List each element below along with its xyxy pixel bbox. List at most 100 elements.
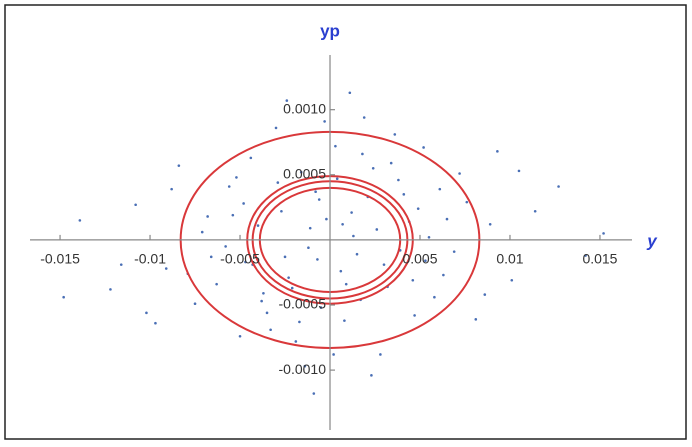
point [276, 181, 280, 184]
point [341, 222, 344, 226]
point [170, 187, 173, 191]
point [474, 318, 478, 321]
y-tick-label: 0.0010 [283, 100, 326, 116]
point [371, 166, 375, 170]
x-tick-label: 0.005 [402, 251, 437, 267]
point [602, 232, 605, 235]
y-axis-label: yp [320, 21, 340, 40]
point [177, 164, 181, 167]
point [323, 120, 326, 123]
y-tick-label: -0.0010 [279, 361, 327, 377]
point [379, 353, 382, 356]
x-tick-label: -0.015 [40, 251, 80, 267]
point [145, 311, 148, 315]
point [280, 209, 283, 213]
point [465, 200, 469, 204]
point [256, 224, 260, 227]
point [445, 217, 449, 221]
point [317, 198, 321, 201]
point [496, 150, 499, 153]
point [517, 169, 521, 173]
point [362, 116, 366, 119]
point [242, 202, 245, 205]
point [244, 260, 247, 264]
point [299, 170, 303, 174]
point [442, 273, 445, 277]
point [298, 320, 301, 324]
point [269, 328, 272, 332]
point [452, 250, 456, 253]
point [433, 295, 436, 299]
point [312, 392, 316, 395]
point [260, 299, 263, 303]
point [227, 185, 231, 188]
point [231, 213, 235, 217]
point [274, 126, 278, 130]
point [235, 176, 238, 179]
point [397, 178, 400, 182]
point [438, 187, 442, 191]
point [348, 91, 352, 95]
point [332, 353, 335, 356]
point [193, 302, 197, 305]
plot-area: -0.015 -0.01 -0.005 0.005 0.01 0.015 -0.0010 -0… [30, 55, 632, 430]
point [134, 203, 137, 207]
x-tick-label: -0.01 [134, 251, 166, 267]
point [215, 282, 218, 286]
point [458, 172, 461, 175]
point [294, 340, 298, 343]
point [335, 177, 339, 180]
point [370, 374, 373, 377]
point [200, 230, 204, 234]
point [283, 255, 287, 259]
point [265, 311, 269, 315]
point [584, 254, 587, 257]
point [355, 252, 359, 256]
point [350, 211, 353, 214]
point [164, 267, 168, 270]
point [308, 226, 312, 230]
point [307, 246, 310, 250]
point [510, 278, 514, 282]
y-tick-label: -0.0005 [279, 296, 327, 312]
point [557, 185, 560, 188]
point [375, 228, 379, 231]
point [411, 278, 415, 282]
point [488, 222, 492, 226]
point [352, 234, 355, 238]
point [62, 295, 65, 299]
x-axis-label: y [646, 231, 658, 250]
point [382, 263, 386, 266]
point [285, 99, 289, 102]
y-tick-label: 0.0005 [283, 165, 326, 181]
point [361, 152, 364, 156]
point [119, 263, 123, 266]
point [427, 235, 431, 239]
point [483, 293, 487, 296]
point [78, 219, 82, 222]
x-tick-label: 0.01 [496, 251, 523, 267]
point [344, 282, 348, 286]
point [290, 286, 294, 290]
x-tick-label: -0.005 [220, 251, 260, 267]
point [303, 364, 307, 368]
point [109, 288, 112, 291]
point [238, 334, 242, 338]
frame [4, 4, 687, 440]
point [262, 291, 265, 295]
point [325, 217, 328, 221]
point [154, 321, 157, 325]
point [224, 245, 227, 248]
x-tick-label: 0.015 [582, 251, 617, 267]
point [316, 258, 319, 261]
point [319, 306, 323, 309]
point [402, 193, 406, 196]
point [424, 259, 427, 263]
point [413, 314, 416, 317]
point [343, 319, 346, 322]
point [209, 255, 213, 259]
point [393, 133, 397, 136]
point [533, 209, 537, 213]
point [416, 207, 420, 210]
